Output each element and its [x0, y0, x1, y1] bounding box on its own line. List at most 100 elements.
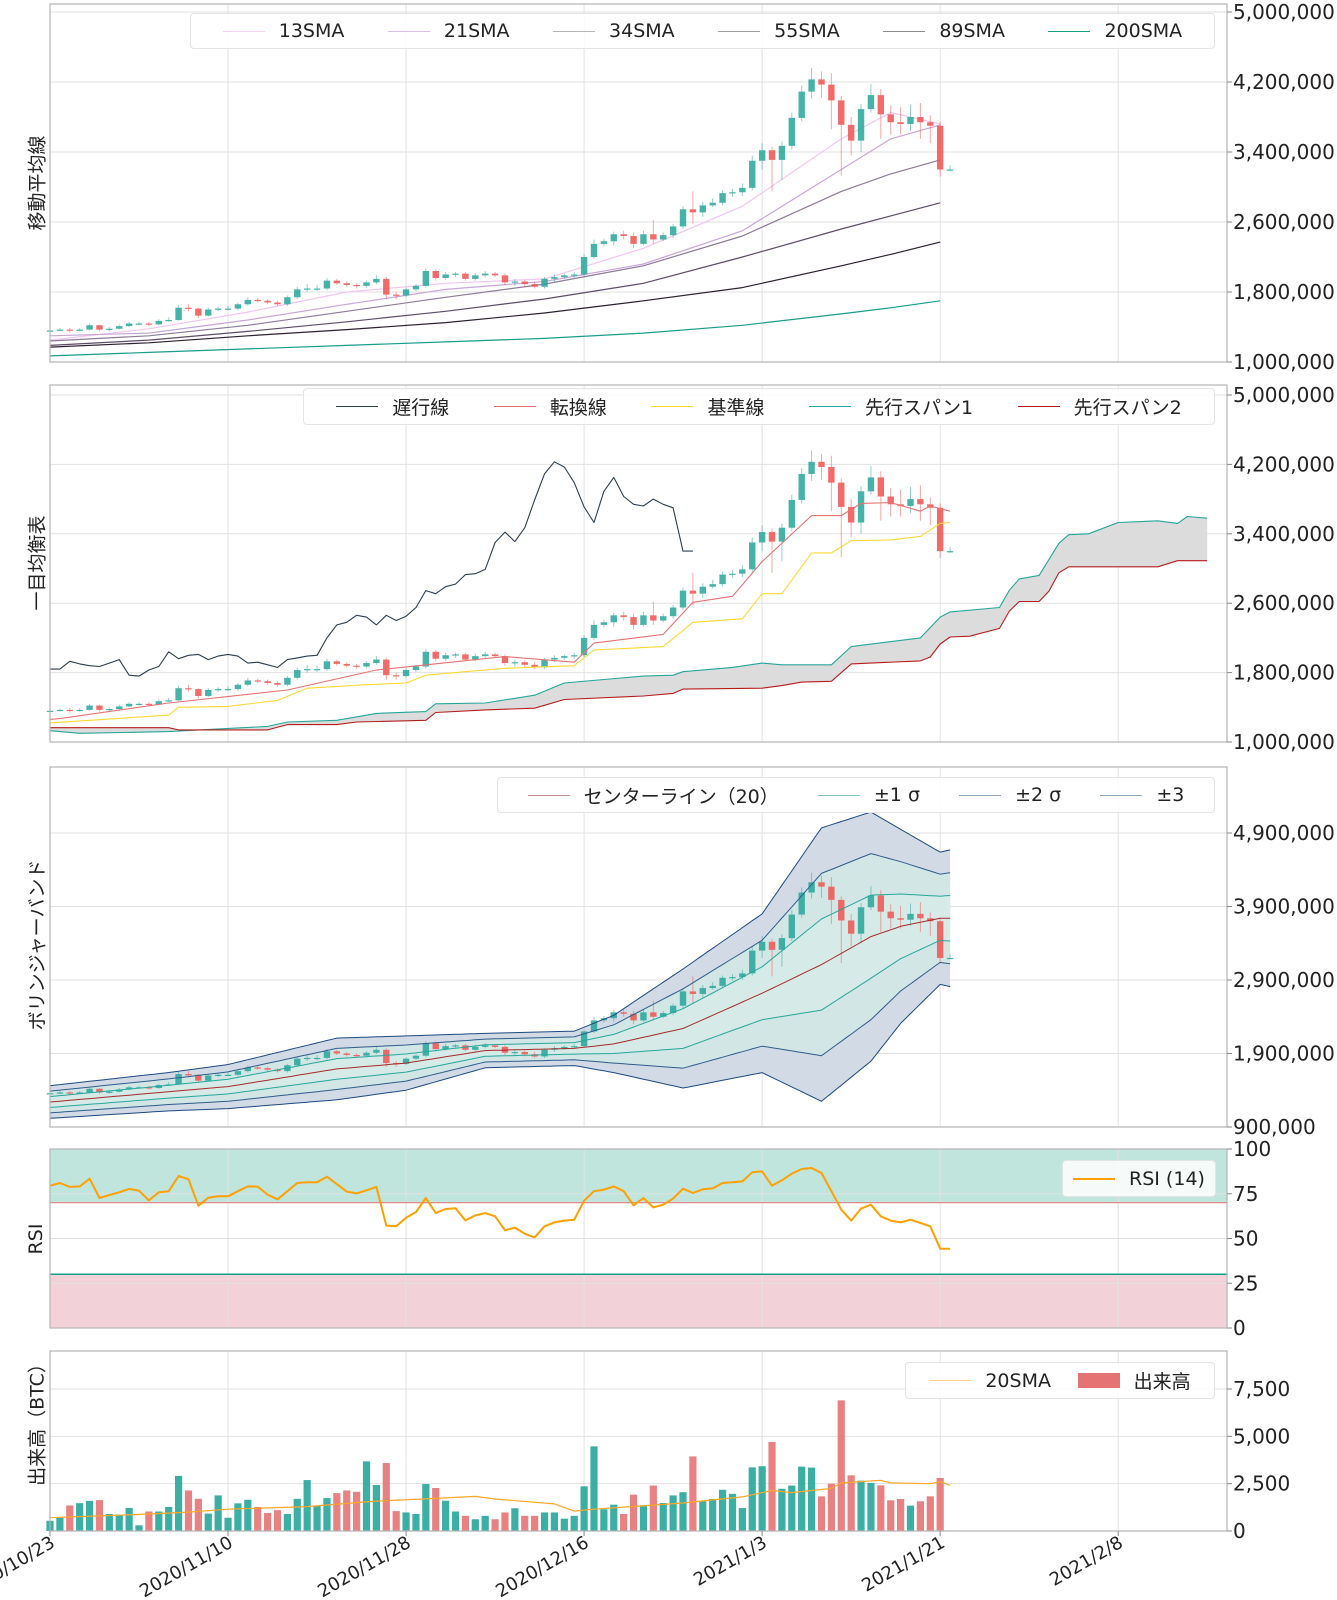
- legend-label: ±1 σ: [873, 784, 920, 806]
- candle-body: [303, 1057, 311, 1060]
- candle-body: [729, 192, 736, 194]
- candle: [106, 707, 113, 712]
- y-tick-label: 5,000,000: [1233, 0, 1335, 24]
- candle-body: [56, 709, 64, 712]
- candle: [719, 190, 726, 206]
- candle-body: [472, 1046, 479, 1050]
- candle: [927, 912, 934, 936]
- candle-body: [758, 532, 766, 543]
- candle-body: [897, 122, 904, 124]
- volume-bar: [590, 1446, 598, 1531]
- axes-panel-1: 1,000,000 1,800,000 2,600,000 3,400,000 4,20…: [49, 0, 1335, 374]
- candle: [135, 702, 143, 706]
- candle: [640, 611, 647, 627]
- candle-body: [234, 684, 242, 690]
- candle-body: [284, 297, 291, 305]
- candle-body: [481, 654, 489, 657]
- candle: [610, 231, 617, 246]
- legend-line-icon: [336, 406, 379, 407]
- candle-body: [224, 308, 232, 310]
- legend-item: ±1 σ: [817, 784, 920, 806]
- x-tick-label: 2020/11/28: [314, 1532, 414, 1600]
- volume-bar: [748, 1467, 756, 1531]
- legend-item: ±2 σ: [959, 784, 1061, 806]
- candle-body: [106, 1091, 113, 1093]
- legend-line-icon: [387, 30, 430, 32]
- candle-body: [946, 551, 954, 553]
- candle-body: [205, 689, 212, 697]
- volume-bar: [353, 1491, 361, 1531]
- volume-bar: [580, 1486, 588, 1531]
- candle: [402, 1057, 410, 1066]
- candles-panel-1: [46, 68, 954, 333]
- candle: [828, 455, 835, 512]
- candle: [214, 306, 222, 312]
- candle-body: [630, 236, 637, 244]
- candle-body: [145, 1087, 153, 1089]
- candle: [758, 525, 766, 552]
- candle-body: [86, 1088, 93, 1093]
- y-tick-label: 1,000,000: [1233, 730, 1335, 754]
- candle-body: [76, 709, 83, 712]
- x-tick-label: 2020/11/10: [136, 1532, 236, 1600]
- candle-body: [86, 705, 93, 710]
- candle: [116, 704, 123, 710]
- candle: [244, 1065, 252, 1073]
- legend-item: ±3: [1100, 784, 1184, 806]
- candle-body: [303, 669, 311, 671]
- candle-body: [363, 282, 370, 286]
- candle: [353, 283, 360, 289]
- candle-body: [778, 938, 786, 950]
- candle: [76, 708, 83, 712]
- legend-item: 13SMA: [222, 20, 344, 42]
- candle: [660, 613, 667, 623]
- candle: [452, 1043, 459, 1049]
- candle: [234, 1069, 242, 1077]
- candle-body: [106, 709, 113, 711]
- candle: [838, 96, 845, 176]
- volume-bar: [877, 1485, 885, 1531]
- volume-bars: [46, 1400, 954, 1531]
- legend-label: ±2 σ: [1015, 784, 1062, 806]
- volume-bar: [788, 1485, 796, 1531]
- legend-line-icon: [1017, 406, 1060, 407]
- legend-label: 先行スパン1: [865, 397, 974, 419]
- candle-body: [660, 616, 667, 621]
- candle: [541, 1048, 548, 1058]
- volume-bar: [887, 1500, 895, 1531]
- overbought-zone: [50, 1149, 1227, 1203]
- candle-body: [491, 273, 499, 276]
- volume-bar: [372, 1484, 380, 1531]
- candle-body: [244, 1067, 252, 1072]
- candle: [205, 688, 212, 697]
- candle-body: [887, 496, 894, 505]
- volume-bar: [244, 1499, 252, 1531]
- candle-body: [175, 307, 182, 320]
- candle-body: [274, 302, 281, 305]
- candle-body: [828, 467, 835, 483]
- candle: [165, 317, 172, 322]
- candle: [640, 1009, 647, 1022]
- candle-body: [818, 79, 825, 85]
- legend-label: ±3: [1156, 784, 1185, 806]
- candle: [660, 1010, 667, 1019]
- candle-body: [679, 590, 687, 608]
- lower-2-sigma-line: [49, 961, 951, 1114]
- y-tick-label: 4,200,000: [1233, 452, 1335, 476]
- candle-body: [531, 664, 538, 668]
- legend-label: 200SMA: [1104, 20, 1183, 42]
- candle-body: [353, 285, 360, 287]
- volume-bar: [807, 1467, 816, 1531]
- legend-item: 89SMA: [883, 20, 1005, 42]
- candle-body: [650, 1012, 657, 1017]
- candle: [867, 83, 875, 113]
- candle-body: [195, 1074, 202, 1081]
- candle-body: [669, 226, 677, 236]
- candle: [679, 587, 687, 611]
- candle: [205, 1074, 212, 1082]
- volume-bar: [313, 1505, 321, 1531]
- candle: [531, 662, 538, 670]
- candle: [373, 275, 380, 285]
- candle-body: [788, 499, 796, 528]
- legend-line-icon: [222, 30, 265, 32]
